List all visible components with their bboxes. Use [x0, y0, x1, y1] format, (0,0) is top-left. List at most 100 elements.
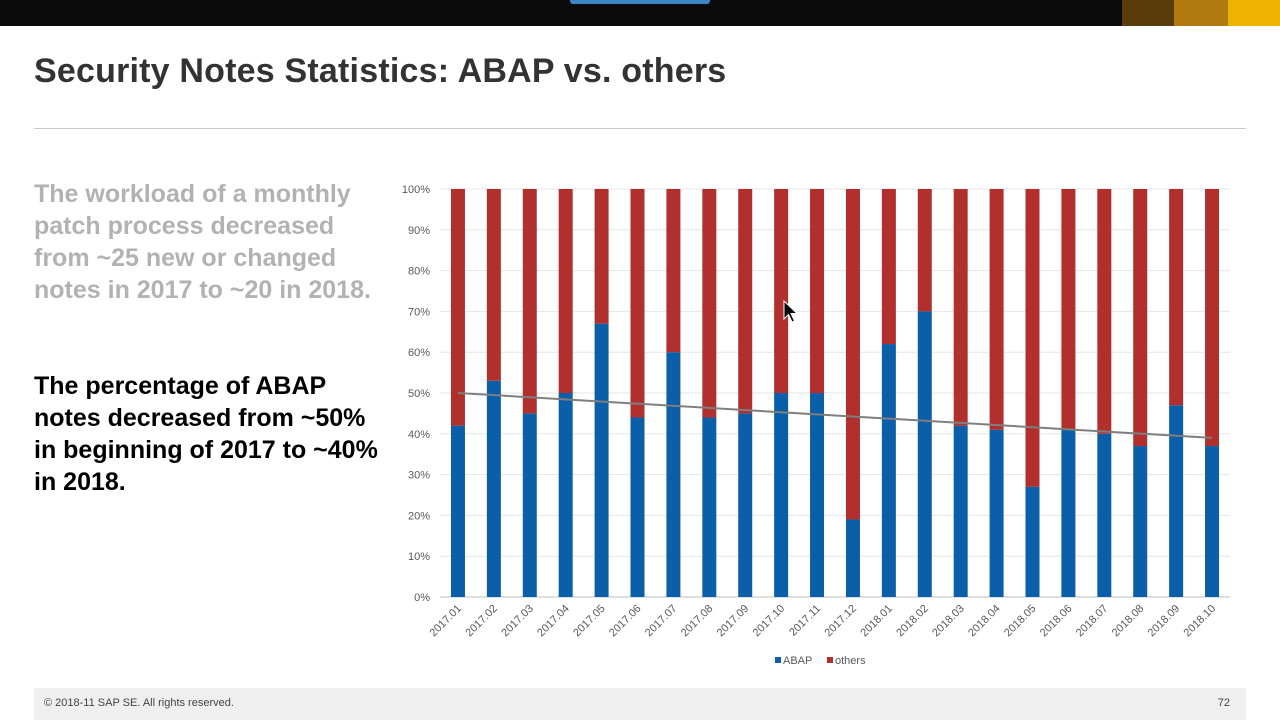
bar-abap-2017.09 — [738, 413, 753, 597]
bar-others-2017.12 — [845, 189, 860, 520]
x-tick-label: 2017.11 — [787, 603, 823, 639]
slide-title: Security Notes Statistics: ABAP vs. othe… — [34, 52, 727, 90]
y-tick-label: 30% — [408, 470, 430, 482]
mouse-cursor-icon — [783, 300, 799, 323]
bar-abap-2017.05 — [594, 323, 609, 597]
legend-swatch-abap — [775, 657, 781, 663]
bar-others-2017.02 — [486, 189, 501, 381]
bar-others-2017.10 — [774, 189, 789, 393]
bar-abap-2018.03 — [953, 425, 968, 597]
bar-others-2018.03 — [953, 189, 968, 426]
bar-others-2018.01 — [881, 189, 896, 345]
bar-others-2017.11 — [810, 189, 825, 393]
brand-swatch-mid — [1174, 0, 1228, 26]
slide-footer: © 2018-11 SAP SE. All rights reserved. 7… — [34, 688, 1246, 720]
copyright-text: © 2018-11 SAP SE. All rights reserved. — [44, 697, 234, 709]
legend-label-abap: ABAP — [783, 655, 812, 667]
x-tick-label: 2017.07 — [643, 603, 680, 640]
x-tick-label: 2017.04 — [535, 603, 572, 640]
x-tick-label: 2018.10 — [1182, 603, 1219, 640]
intro-paragraph: The workload of a monthly patch process … — [34, 180, 371, 304]
chart-legend: ABAP others — [775, 655, 866, 667]
x-tick-label: 2017.08 — [679, 603, 716, 640]
x-tick-label: 2018.09 — [1146, 603, 1183, 640]
x-tick-label: 2017.10 — [751, 603, 788, 640]
x-tick-label: 2017.03 — [499, 603, 536, 640]
stacked-bar-chart: 0% 10% 20% 30% 40% 50% 60% 70% 80% 90% 100% 2017.0… — [402, 184, 1230, 667]
bar-abap-2018.09 — [1169, 405, 1184, 597]
legend-label-others: others — [835, 655, 866, 667]
chart-gridlines — [440, 188, 1230, 598]
x-tick-label: 2018.07 — [1074, 603, 1111, 640]
bar-abap-2017.01 — [450, 425, 465, 597]
bar-others-2018.10 — [1205, 189, 1220, 447]
y-tick-label: 40% — [408, 429, 430, 441]
bar-abap-2018.05 — [1025, 486, 1040, 597]
x-tick-label: 2018.03 — [930, 603, 967, 640]
bar-abap-2017.10 — [774, 393, 789, 597]
bar-abap-2018.08 — [1133, 446, 1148, 597]
x-tick-label: 2018.02 — [894, 603, 931, 640]
bar-abap-2017.12 — [845, 519, 860, 597]
y-tick-label: 0% — [414, 592, 430, 604]
y-tick-label: 70% — [408, 306, 430, 318]
bar-others-2018.09 — [1169, 189, 1184, 406]
bar-others-2018.04 — [989, 189, 1004, 430]
bar-abap-2017.07 — [666, 352, 681, 597]
bar-abap-2018.01 — [881, 344, 896, 597]
y-tick-label: 100% — [402, 184, 430, 196]
x-tick-label: 2017.01 — [427, 603, 464, 640]
bar-others-2017.03 — [522, 189, 537, 414]
x-tick-label: 2018.01 — [858, 603, 895, 640]
page-number: 72 — [1217, 697, 1230, 709]
brand-swatch-dark — [1122, 0, 1174, 26]
bar-others-2017.06 — [630, 189, 645, 418]
top-bar — [0, 0, 1280, 26]
bar-abap-2018.02 — [917, 311, 932, 597]
bar-abap-2017.04 — [558, 393, 573, 597]
bar-others-2018.08 — [1133, 189, 1148, 447]
bar-others-2017.07 — [666, 189, 681, 353]
x-tick-label: 2018.04 — [966, 603, 1003, 640]
chart-trendline — [457, 392, 1213, 439]
bar-abap-2018.04 — [989, 429, 1004, 597]
bar-others-2017.08 — [702, 189, 717, 418]
x-tick-label: 2017.05 — [571, 603, 608, 640]
title-divider — [34, 128, 1246, 129]
bar-others-2017.04 — [558, 189, 573, 393]
y-tick-label: 10% — [408, 551, 430, 563]
bar-abap-2018.07 — [1097, 433, 1112, 597]
bar-others-2017.05 — [594, 189, 609, 324]
bar-others-2018.06 — [1061, 189, 1076, 430]
bar-others-2018.07 — [1097, 189, 1112, 434]
bar-others-2018.02 — [917, 189, 932, 312]
x-tick-label: 2018.06 — [1038, 603, 1075, 640]
bar-abap-2017.02 — [486, 380, 501, 597]
x-tick-label: 2017.09 — [715, 603, 752, 640]
key-finding-paragraph: The percentage of ABAP notes decreased f… — [34, 372, 378, 496]
y-tick-label: 60% — [408, 347, 430, 359]
x-tick-label: 2017.12 — [822, 603, 859, 640]
bar-abap-2018.10 — [1205, 446, 1220, 597]
bar-abap-2017.08 — [702, 417, 717, 597]
y-tick-label: 80% — [408, 266, 430, 278]
bar-others-2017.09 — [738, 189, 753, 414]
brand-swatch-gold — [1228, 0, 1280, 26]
x-tick-label: 2017.02 — [463, 603, 500, 640]
bar-abap-2017.06 — [630, 417, 645, 597]
y-tick-label: 20% — [408, 510, 430, 522]
bar-abap-2017.11 — [810, 393, 825, 597]
x-tick-label: 2018.08 — [1110, 603, 1147, 640]
x-tick-label: 2017.06 — [607, 603, 644, 640]
y-axis-tick-labels: 0% 10% 20% 30% 40% 50% 60% 70% 80% 90% 100% — [402, 184, 430, 604]
y-tick-label: 90% — [408, 225, 430, 237]
bar-abap-2017.03 — [522, 413, 537, 597]
x-axis-tick-labels: 2017.01 2017.02 2017.03 2017.04 2017.05 2017.… — [427, 603, 1218, 640]
legend-swatch-others — [827, 657, 833, 663]
chart-bars — [450, 189, 1220, 597]
active-tab-indicator[interactable] — [570, 0, 710, 4]
bar-abap-2018.06 — [1061, 429, 1076, 597]
bar-others-2018.05 — [1025, 189, 1040, 487]
trendline-abap — [457, 392, 1213, 439]
bar-others-2017.01 — [450, 189, 465, 426]
